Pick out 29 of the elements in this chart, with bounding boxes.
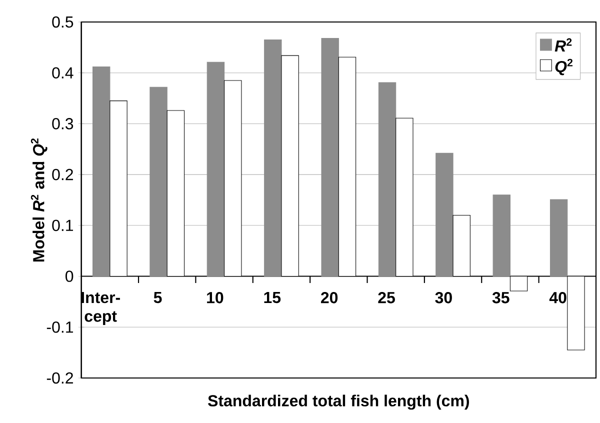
y-tick-label: 0 bbox=[66, 270, 74, 282]
y-axis-title: Model R$^{2}$ and Q$^{2}$ bbox=[30, 138, 48, 262]
bar bbox=[321, 38, 339, 277]
y-tick-label: 0.4 bbox=[52, 67, 74, 79]
y-tick-label: -0.1 bbox=[46, 321, 73, 333]
bar bbox=[492, 194, 510, 277]
y-tick-label: 0.2 bbox=[52, 168, 73, 180]
y-tick-label: 0.5 bbox=[52, 16, 74, 28]
x-axis-title: Standardized total fish length (cm) bbox=[208, 394, 469, 410]
x-tick-label: 35 bbox=[492, 292, 510, 304]
y-tick-label: 0.1 bbox=[52, 220, 73, 232]
bar bbox=[92, 66, 110, 277]
bar bbox=[264, 40, 282, 277]
bar bbox=[436, 152, 454, 277]
legend-label: Q$^{2}$ bbox=[555, 58, 573, 76]
x-tick-label: 5 bbox=[154, 292, 162, 304]
bar bbox=[550, 199, 568, 277]
bar bbox=[206, 62, 225, 277]
y-tick-label: -0.2 bbox=[46, 372, 73, 384]
bar bbox=[378, 82, 396, 277]
x-tick-label: 10 bbox=[207, 292, 224, 304]
x-tick-label: 40 bbox=[549, 292, 566, 304]
x-tick-label: 25 bbox=[378, 292, 395, 304]
y-tick-label: 0.3 bbox=[52, 118, 74, 130]
x-tick-label: 30 bbox=[435, 292, 452, 304]
bar bbox=[150, 86, 168, 277]
legend-label: R$^{2}$ bbox=[554, 38, 572, 52]
x-tick-label: 20 bbox=[320, 292, 338, 304]
x-tick-label: 15 bbox=[264, 292, 281, 304]
